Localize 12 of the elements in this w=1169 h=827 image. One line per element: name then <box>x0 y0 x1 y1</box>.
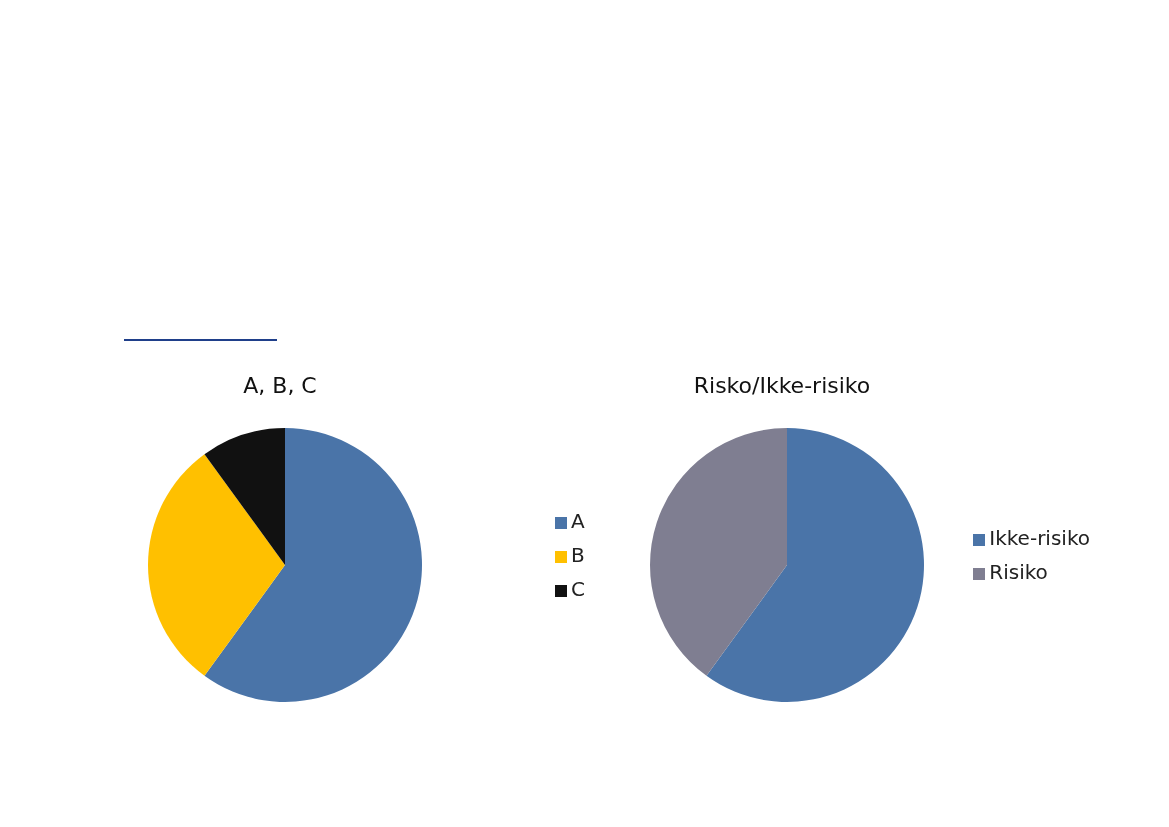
chart-title: Risko/Ikke-risiko <box>692 373 872 398</box>
chart-title: A, B, C <box>242 373 318 398</box>
pie-slice <box>706 428 924 702</box>
legend-label: A <box>571 509 585 533</box>
legend-label: Risiko <box>989 560 1048 584</box>
pie-slice <box>204 428 422 702</box>
legend-label: B <box>571 543 585 567</box>
pie-slice <box>204 428 285 565</box>
pie-slice <box>650 428 787 676</box>
legend-label: C <box>571 577 585 601</box>
pie-slice <box>148 454 285 676</box>
legend-label: Ikke-risiko <box>989 526 1090 550</box>
